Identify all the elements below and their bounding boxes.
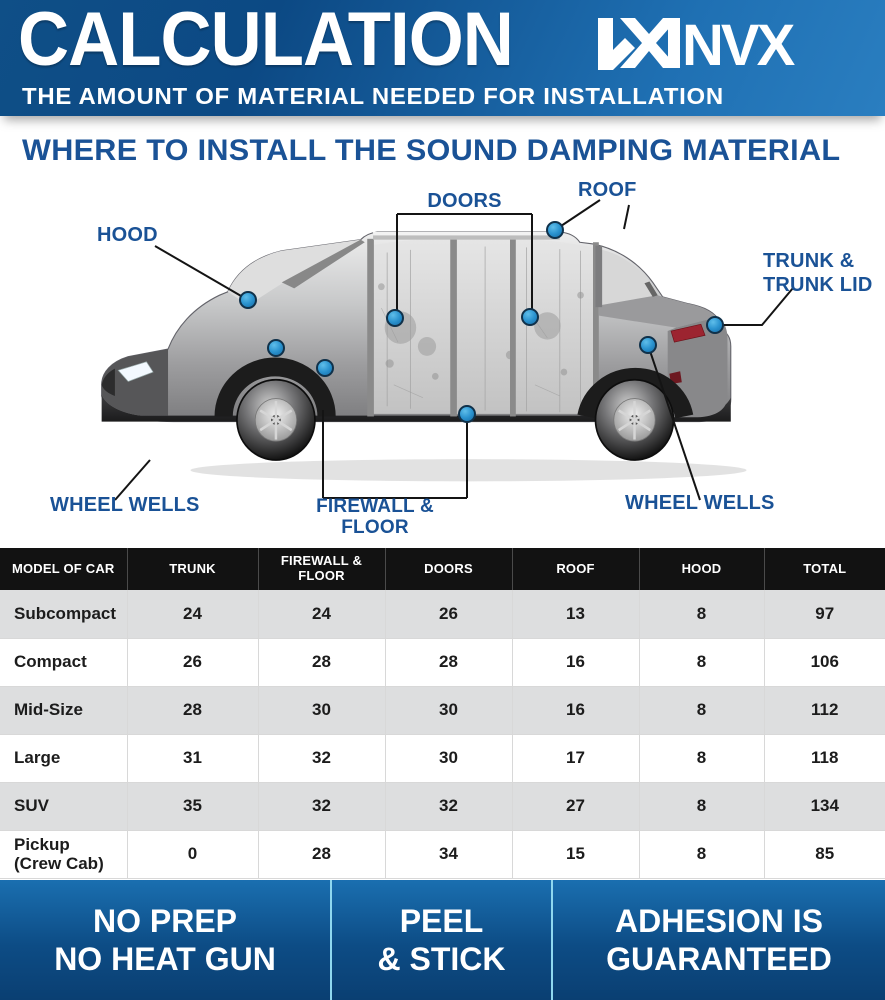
svg-text:NVX: NVX (682, 13, 796, 74)
